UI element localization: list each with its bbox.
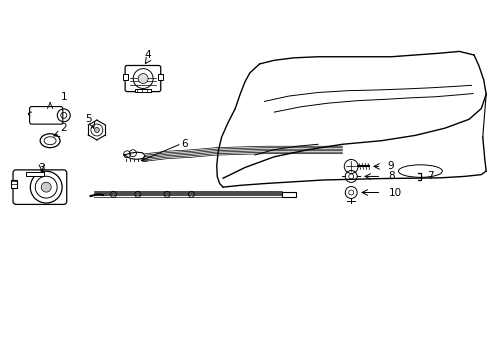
Polygon shape: [124, 152, 145, 159]
Text: 6: 6: [181, 139, 187, 149]
Text: 8: 8: [388, 171, 394, 181]
Circle shape: [41, 182, 51, 192]
Bar: [26, 172, 44, 176]
Text: 9: 9: [388, 161, 394, 171]
Text: 2: 2: [60, 123, 67, 133]
Text: 5: 5: [85, 114, 92, 124]
Circle shape: [138, 73, 148, 84]
Bar: [123, 74, 128, 80]
Bar: [282, 192, 296, 197]
Text: 4: 4: [144, 50, 151, 60]
Text: 1: 1: [60, 92, 67, 102]
Bar: [158, 74, 163, 80]
FancyBboxPatch shape: [125, 66, 161, 91]
Text: 7: 7: [427, 171, 434, 181]
Text: 3: 3: [38, 163, 45, 173]
Text: 10: 10: [389, 188, 402, 198]
FancyBboxPatch shape: [29, 107, 63, 124]
Bar: [135, 89, 151, 93]
Circle shape: [95, 127, 99, 132]
Bar: [11, 180, 17, 188]
FancyBboxPatch shape: [13, 170, 67, 204]
